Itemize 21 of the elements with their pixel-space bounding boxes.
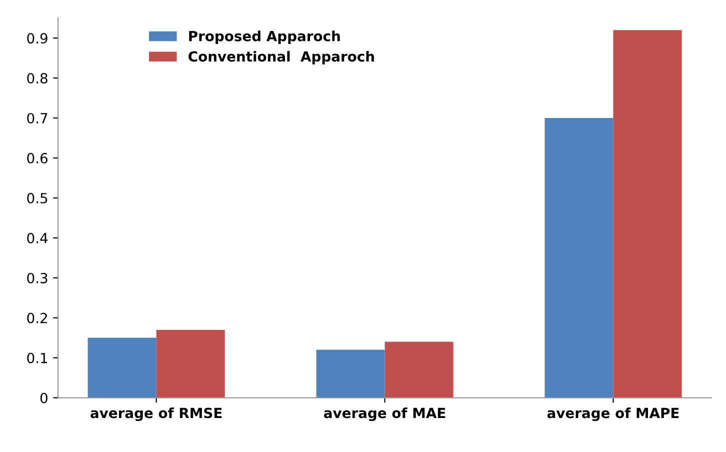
- x-tick-label: average of MAE: [324, 407, 446, 422]
- y-tick-label: 0.7: [27, 112, 48, 124]
- y-tick-label: 0.3: [27, 272, 48, 284]
- bar: [316, 350, 385, 398]
- y-tick-label: 0.6: [27, 152, 48, 164]
- bar: [384, 342, 454, 398]
- y-tick-label: 0.9: [27, 33, 48, 44]
- bar: [88, 338, 156, 398]
- x-tick-label: average of RMSE: [90, 407, 222, 422]
- bar: [613, 30, 682, 398]
- y-tick-label: 0: [40, 392, 48, 404]
- y-tick-label: 0.4: [27, 232, 48, 244]
- y-tick-label: 0.1: [27, 352, 48, 364]
- y-tick-label: 0.2: [27, 312, 47, 324]
- x-tick-label: average of MAPE: [547, 407, 679, 422]
- legend-label: Proposed Apparoch: [189, 30, 340, 44]
- bar: [544, 118, 614, 398]
- y-tick-label: 0.5: [27, 192, 48, 204]
- legend-label: Conventional Apparoch: [188, 50, 374, 64]
- y-tick-label: 0.8: [27, 73, 48, 84]
- bar: [156, 330, 225, 398]
